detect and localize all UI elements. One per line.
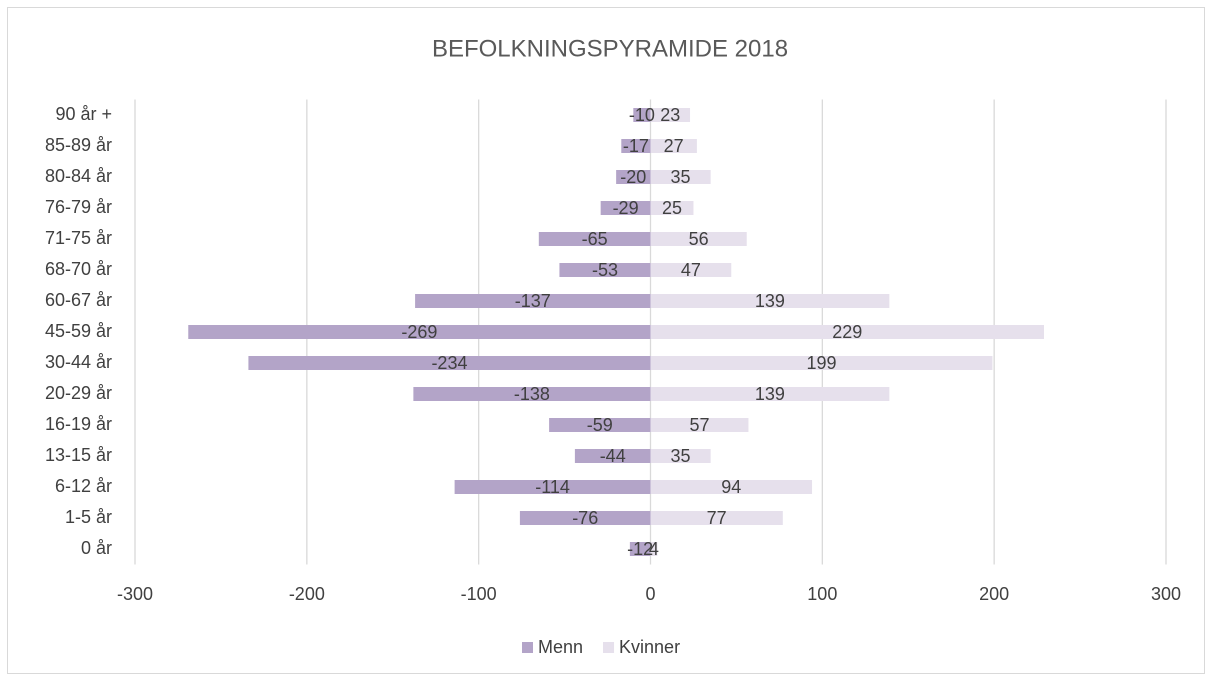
data-label: -234 bbox=[431, 353, 467, 373]
y-tick-label: 71-75 år bbox=[45, 228, 112, 248]
bar bbox=[650, 263, 732, 277]
chart-title: BEFOLKNINGSPYRAMIDE 2018 bbox=[432, 35, 788, 62]
data-label: 35 bbox=[671, 446, 691, 466]
bar bbox=[650, 232, 747, 246]
bar bbox=[650, 294, 890, 308]
bar bbox=[650, 418, 749, 432]
bar bbox=[650, 356, 993, 370]
y-tick-label: 20-29 år bbox=[45, 383, 112, 403]
y-tick-label: 60-67 år bbox=[45, 290, 112, 310]
bar bbox=[650, 139, 697, 153]
data-label: 27 bbox=[664, 136, 684, 156]
bar bbox=[559, 263, 651, 277]
bar bbox=[650, 511, 783, 525]
data-label: -44 bbox=[600, 446, 626, 466]
x-tick-label: 0 bbox=[645, 584, 655, 604]
y-tick-label: 6-12 år bbox=[55, 476, 112, 496]
bar bbox=[415, 294, 651, 308]
data-label: -76 bbox=[572, 508, 598, 528]
data-label: -114 bbox=[535, 477, 570, 497]
data-label: -10 bbox=[629, 105, 655, 125]
data-label: 56 bbox=[689, 229, 709, 249]
x-tick-label: -100 bbox=[461, 584, 497, 604]
data-label: 35 bbox=[671, 167, 691, 187]
bar bbox=[650, 108, 691, 122]
y-tick-label: 1-5 år bbox=[65, 507, 112, 527]
bar bbox=[633, 108, 651, 122]
data-label: -53 bbox=[592, 260, 618, 280]
bar bbox=[248, 356, 651, 370]
bar bbox=[188, 325, 651, 339]
data-label: -138 bbox=[514, 384, 550, 404]
bar bbox=[454, 480, 651, 494]
bar bbox=[413, 387, 651, 401]
bar bbox=[621, 139, 651, 153]
legend-label: Menn bbox=[538, 637, 583, 657]
y-tick-label: 0 år bbox=[81, 538, 112, 558]
y-tick-label: 13-15 år bbox=[45, 445, 112, 465]
bar bbox=[650, 449, 711, 463]
y-tick-label: 30-44 år bbox=[45, 352, 112, 372]
data-label: 199 bbox=[806, 353, 836, 373]
data-label: 229 bbox=[832, 322, 862, 342]
y-tick-label: 16-19 år bbox=[45, 414, 112, 434]
bar bbox=[574, 449, 651, 463]
data-label: -59 bbox=[587, 415, 613, 435]
data-label: -12 bbox=[627, 539, 653, 559]
data-label: -17 bbox=[623, 136, 649, 156]
data-label: 57 bbox=[689, 415, 709, 435]
bar bbox=[629, 542, 651, 556]
data-label: 94 bbox=[721, 477, 741, 497]
y-tick-label: 45-59 år bbox=[45, 321, 112, 341]
data-label: 139 bbox=[755, 384, 785, 404]
bar bbox=[650, 480, 813, 494]
y-tick-label: 76-79 år bbox=[45, 197, 112, 217]
data-label: 4 bbox=[649, 539, 659, 559]
x-tick-label: 100 bbox=[807, 584, 837, 604]
bar bbox=[650, 542, 658, 556]
bar bbox=[650, 387, 890, 401]
data-label: 77 bbox=[707, 508, 727, 528]
bar bbox=[650, 325, 1044, 339]
data-label: 139 bbox=[755, 291, 785, 311]
data-label: 23 bbox=[660, 105, 680, 125]
chart-border bbox=[7, 7, 1205, 674]
y-tick-label: 80-84 år bbox=[45, 166, 112, 186]
x-tick-label: 300 bbox=[1151, 584, 1181, 604]
bar bbox=[616, 170, 651, 184]
bar bbox=[600, 201, 651, 215]
bar bbox=[538, 232, 651, 246]
x-tick-label: -200 bbox=[289, 584, 325, 604]
y-tick-label: 90 år + bbox=[55, 104, 112, 124]
legend-label: Kvinner bbox=[619, 637, 680, 657]
y-tick-label: 68-70 år bbox=[45, 259, 112, 279]
data-label: -20 bbox=[620, 167, 646, 187]
legend-swatch bbox=[522, 642, 533, 653]
y-tick-label: 85-89 år bbox=[45, 135, 112, 155]
x-tick-label: -300 bbox=[117, 584, 153, 604]
data-label: 25 bbox=[662, 198, 682, 218]
data-label: 47 bbox=[681, 260, 701, 280]
bar bbox=[519, 511, 651, 525]
bar bbox=[650, 170, 711, 184]
data-label: -269 bbox=[401, 322, 437, 342]
data-label: -29 bbox=[613, 198, 639, 218]
bar bbox=[650, 201, 694, 215]
x-tick-label: 200 bbox=[979, 584, 1009, 604]
data-label: -137 bbox=[515, 291, 551, 311]
bar bbox=[549, 418, 651, 432]
data-label: -65 bbox=[582, 229, 608, 249]
legend-swatch bbox=[603, 642, 615, 653]
